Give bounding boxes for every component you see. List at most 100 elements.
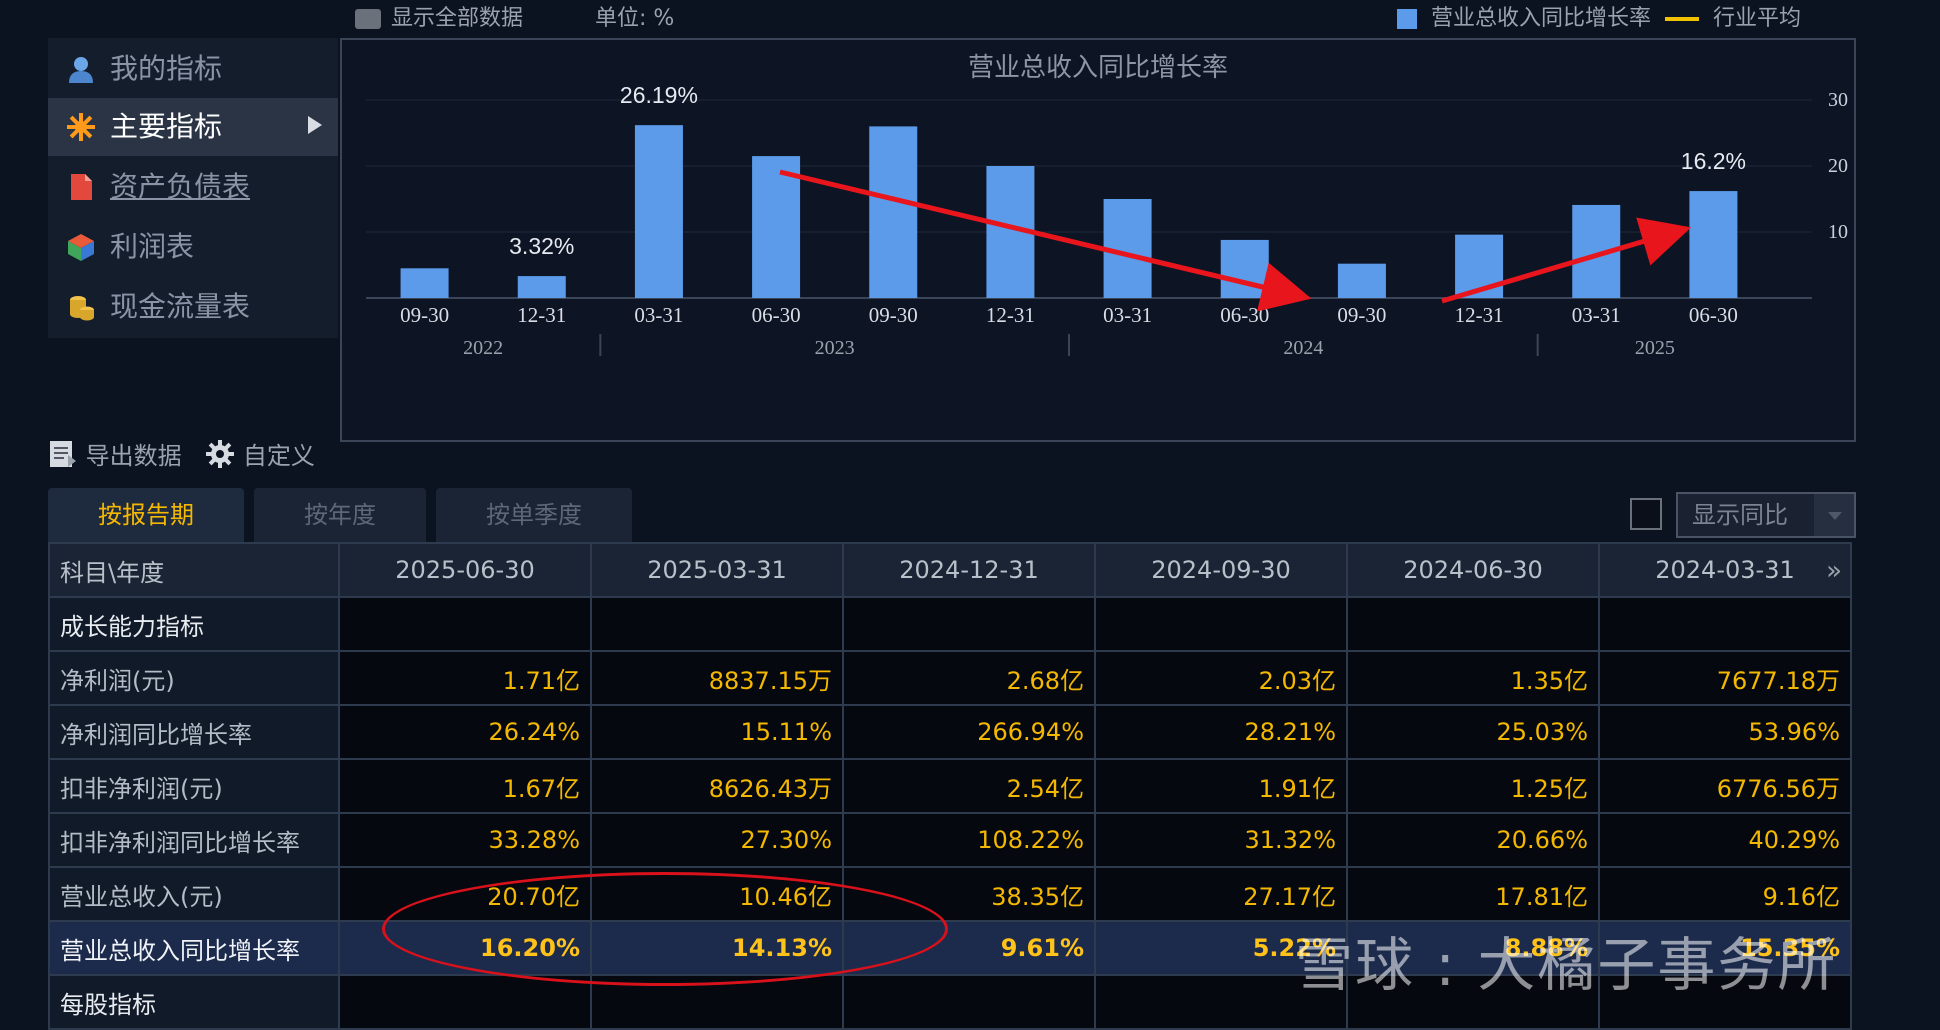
table-header-row: 科目\年度 2025-06-30 2025-03-31 2024-12-31 2…: [48, 542, 1852, 598]
table-cell: 8626.43万: [590, 758, 844, 814]
table-cell: 1.91亿: [1094, 758, 1348, 814]
show-all-data-label: 显示全部数据: [391, 6, 524, 31]
table-cell: 15.35%: [1598, 920, 1852, 976]
table-cell: [590, 596, 844, 652]
x-tick-label: 12-31: [1455, 303, 1504, 327]
x-tick-label: 03-31: [1103, 303, 1152, 327]
chart-title: 营业总收入同比增长率: [968, 52, 1228, 82]
table-cell: 31.32%: [1094, 812, 1348, 868]
show-yoy-select[interactable]: 显示同比: [1676, 492, 1856, 538]
bar: [752, 156, 801, 298]
chart-options-bar: 显示全部数据 单位: % 营业总收入同比增长率 行业平均: [355, 0, 1855, 32]
table-cell: 1.67亿: [338, 758, 592, 814]
x-tick-label: 03-31: [634, 303, 683, 327]
year-label: 2023: [815, 337, 855, 359]
table-cell: 8.88%: [1346, 920, 1600, 976]
table-cell: 20.66%: [1346, 812, 1600, 868]
table-cell: 33.28%: [338, 812, 592, 868]
table-cell: [1094, 596, 1348, 652]
year-label: 2022: [463, 337, 503, 359]
y-tick-label: 10: [1828, 221, 1848, 243]
table-cell: 17.81亿: [1346, 866, 1600, 922]
header-cell[interactable]: 2024-09-30: [1094, 542, 1348, 598]
table-cell: 8837.15万: [590, 650, 844, 706]
header-cell[interactable]: 2024-06-30: [1346, 542, 1600, 598]
legend-average-label: 行业平均: [1713, 6, 1802, 31]
row-label: 营业总收入(元): [48, 866, 340, 922]
tab-by-year[interactable]: 按年度: [254, 488, 426, 542]
table-cell: 5.22%: [1094, 920, 1348, 976]
highlight-ellipse: [382, 872, 948, 986]
balance-sheet-link[interactable]: 资产负债表: [110, 170, 251, 203]
sidebar-item-my-indicators[interactable]: 我的指标: [48, 40, 338, 98]
tab-by-quarter[interactable]: 按单季度: [436, 488, 632, 542]
header-cell[interactable]: 2024-12-31: [842, 542, 1096, 598]
legend-average-swatch: [1665, 17, 1700, 21]
table-cell: 28.21%: [1094, 704, 1348, 760]
table-cell: 25.03%: [1346, 704, 1600, 760]
x-tick-label: 12-31: [986, 303, 1035, 327]
export-data-label: 导出数据: [85, 442, 182, 470]
document-icon: [71, 174, 92, 200]
export-icon: [50, 440, 76, 467]
chevron-right-icon: [308, 116, 322, 134]
table-cell: [338, 596, 592, 652]
table-cell: 40.29%: [1598, 812, 1852, 868]
bar: [634, 125, 683, 299]
export-data-button[interactable]: 导出数据: [48, 436, 182, 471]
show-all-data-toggle[interactable]: 显示全部数据: [355, 0, 523, 32]
x-tick-label: 09-30: [869, 303, 918, 327]
data-label: 26.19%: [620, 82, 698, 108]
chart-legend: 营业总收入同比增长率 行业平均: [1397, 0, 1801, 32]
table-row: 营业总收入(元) 20.70亿 10.46亿 38.35亿 27.17亿 17.81亿 9.…: [48, 866, 1852, 922]
row-label: 扣非净利润(元): [48, 758, 340, 814]
table-cell: 6776.56万: [1598, 758, 1852, 814]
legend-series-label: 营业总收入同比增长率: [1431, 6, 1652, 31]
bar: [1689, 191, 1738, 298]
table-cell: 7677.18万: [1598, 650, 1852, 706]
customize-label: 自定义: [242, 442, 315, 470]
row-label: 营业总收入同比增长率: [48, 920, 340, 976]
sidebar-item-main-indicators[interactable]: 主要指标: [48, 98, 338, 156]
legend-series-swatch: [1397, 9, 1417, 29]
show-yoy-checkbox[interactable]: [1630, 498, 1662, 530]
row-label: 每股指标: [48, 974, 340, 1030]
header-cell[interactable]: 2024-03-31 »: [1598, 542, 1852, 598]
table-cell: [1598, 596, 1852, 652]
table-row: 扣非净利润同比增长率 33.28% 27.30% 108.22% 31.32% 20.66…: [48, 812, 1852, 868]
tab-by-report-period[interactable]: 按报告期: [48, 488, 244, 542]
user-icon: [69, 57, 93, 83]
sidebar-item-label: 利润表: [110, 230, 195, 263]
bar: [1337, 263, 1386, 298]
dropdown-arrow[interactable]: [1814, 494, 1854, 536]
table-toolbar: 导出数据 自定义: [48, 436, 315, 476]
header-cell[interactable]: 2025-06-30: [338, 542, 592, 598]
header-cell[interactable]: 2025-03-31: [590, 542, 844, 598]
x-tick-label: 12-31: [517, 303, 566, 327]
star-icon: [67, 113, 95, 141]
checkbox-icon[interactable]: [355, 9, 381, 29]
show-yoy-label: 显示同比: [1692, 501, 1788, 529]
x-tick-label: 06-30: [1689, 303, 1738, 327]
chart-panel: 营业总收入同比增长率 30 20 10 09-30 12-31 3.32% 03-31 26.…: [340, 38, 1856, 442]
table-cell: 108.22%: [842, 812, 1096, 868]
table-cell: [842, 974, 1096, 1030]
table-row: 扣非净利润(元) 1.67亿 8626.43万 2.54亿 1.91亿 1.25亿 6776…: [48, 758, 1852, 814]
financial-indicators-table: 科目\年度 2025-06-30 2025-03-31 2024-12-31 2…: [48, 542, 1852, 1030]
table-cell: [842, 596, 1096, 652]
x-tick-label: 06-30: [752, 303, 801, 327]
table-row: 成长能力指标: [48, 596, 1852, 652]
sidebar-item-balance-sheet[interactable]: 资产负债表: [48, 158, 338, 216]
sidebar-item-income-statement[interactable]: 利润表: [48, 218, 338, 276]
year-label: 2024: [1283, 337, 1323, 359]
x-tick-label: 03-31: [1572, 303, 1621, 327]
table-cell: 27.17亿: [1094, 866, 1348, 922]
y-tick-label: 30: [1828, 89, 1848, 111]
next-page-icon[interactable]: »: [1826, 556, 1842, 586]
table-row: 净利润(元) 1.71亿 8837.15万 2.68亿 2.03亿 1.35亿 7677.1…: [48, 650, 1852, 706]
customize-button[interactable]: 自定义: [205, 436, 315, 471]
table-cell: 1.71亿: [338, 650, 592, 706]
table-cell: [1346, 596, 1600, 652]
sidebar-item-label: 我的指标: [110, 52, 223, 85]
sidebar-item-cash-flow[interactable]: 现金流量表: [48, 278, 338, 336]
